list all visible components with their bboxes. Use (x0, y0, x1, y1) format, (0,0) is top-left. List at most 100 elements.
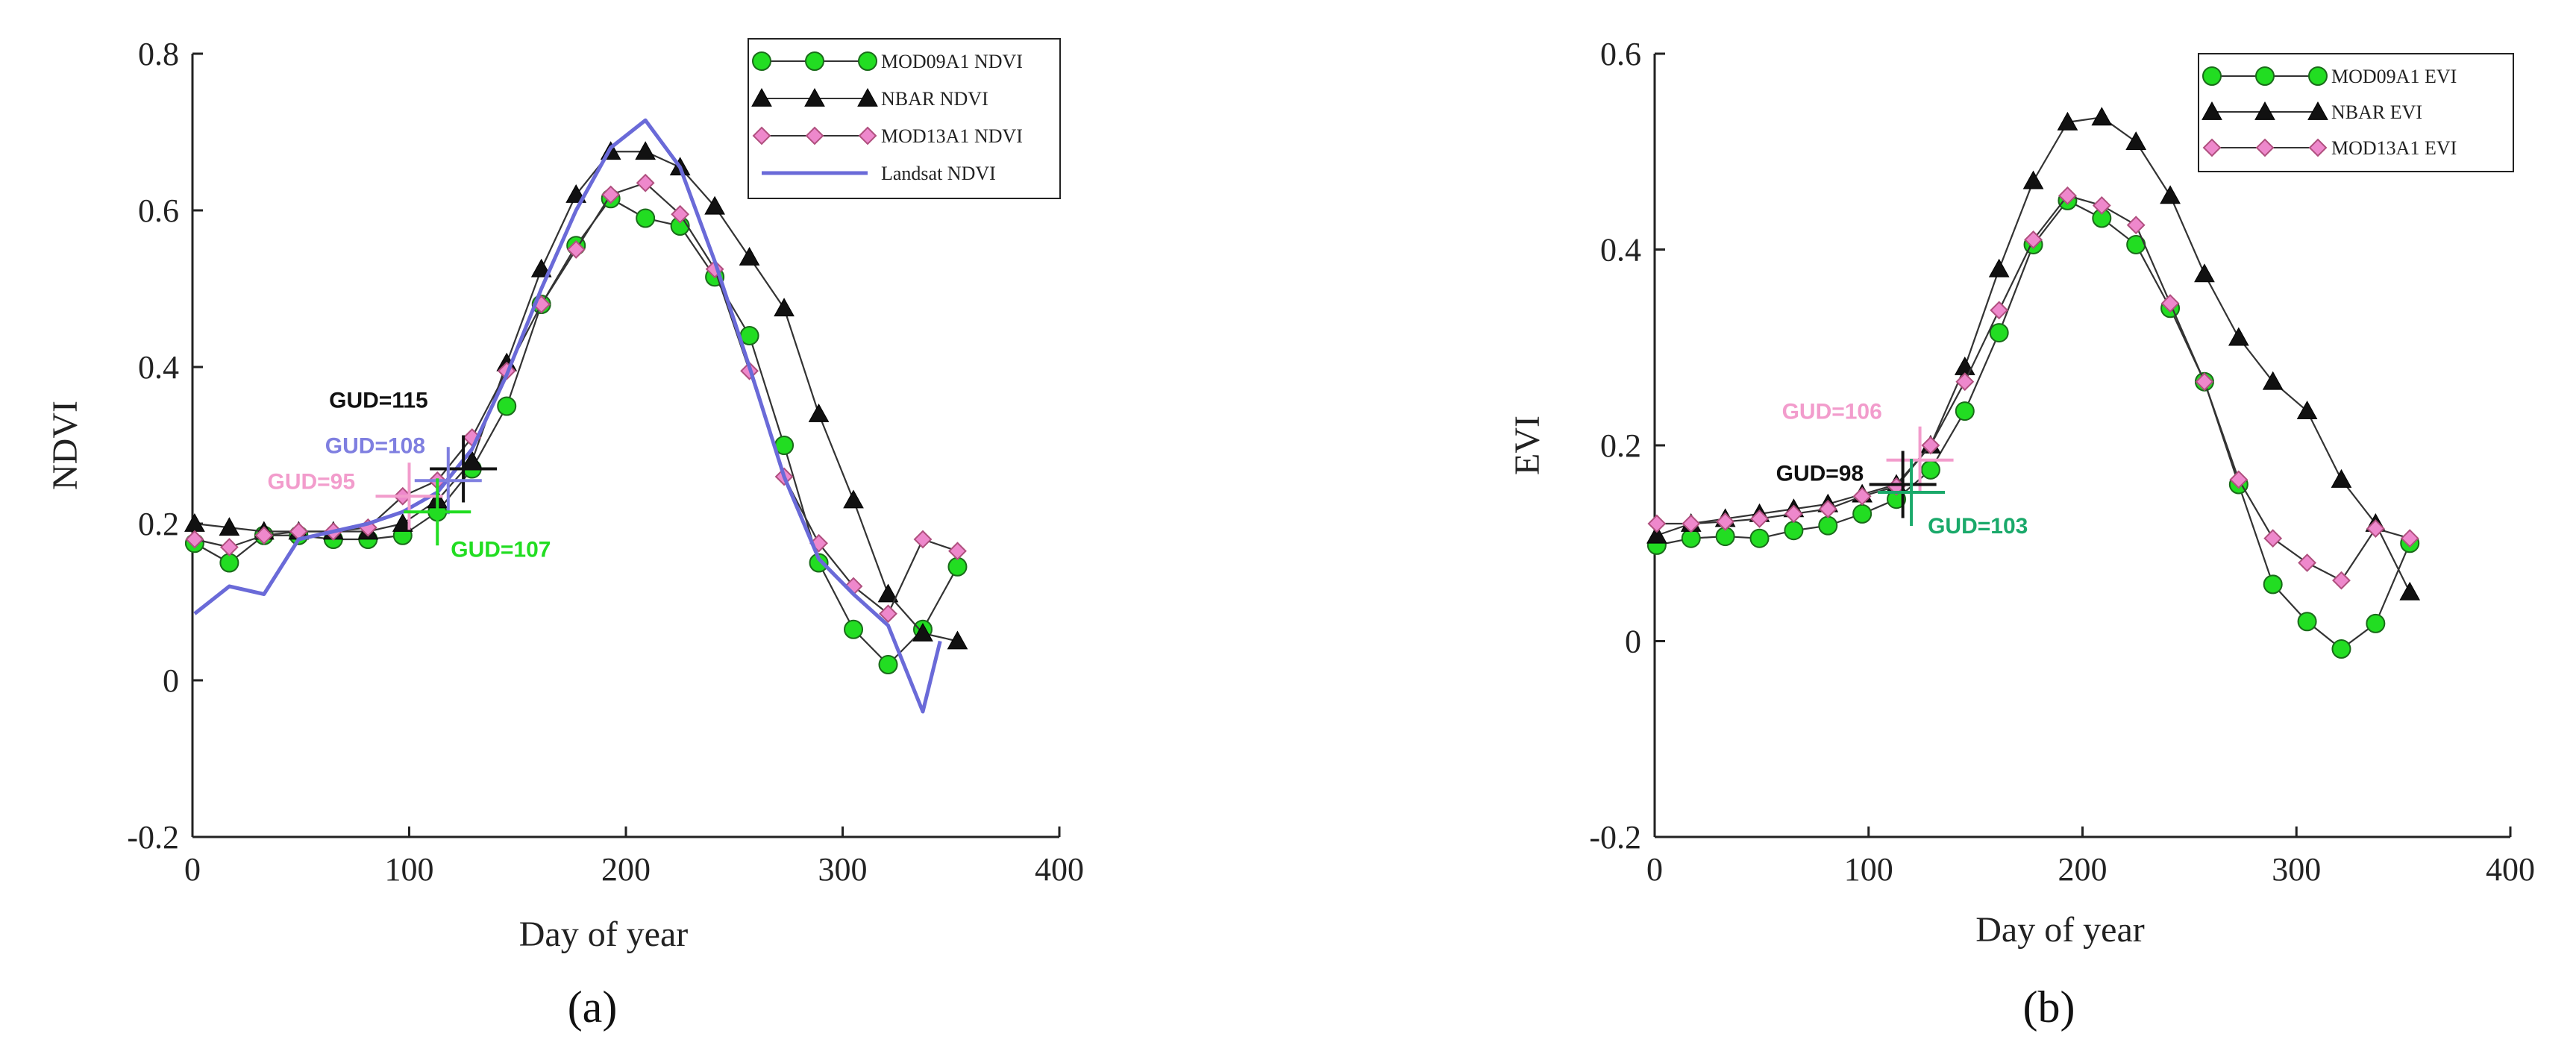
gud-label: GUD=115 (329, 389, 428, 413)
data-point (1784, 521, 1804, 541)
x-tick-label: 400 (1035, 851, 1084, 888)
legend-marker (751, 87, 772, 107)
data-point (947, 630, 968, 650)
data-point (1852, 504, 1873, 524)
data-point (2160, 185, 2181, 204)
data-point (1955, 401, 1975, 421)
panel-label: (b) (2023, 982, 2075, 1032)
gud-annotation: GUD=107 (404, 478, 551, 562)
x-tick-label: 100 (1844, 851, 1893, 888)
data-point (879, 604, 897, 624)
y-axis-title: NDVI (46, 401, 85, 490)
data-point (1955, 372, 1975, 392)
x-tick-label: 0 (1646, 851, 1663, 888)
data-point (2160, 294, 2180, 313)
data-point (878, 655, 898, 674)
legend-marker (2202, 66, 2222, 86)
data-point (2058, 186, 2077, 205)
data-point (2366, 613, 2386, 633)
data-point (1818, 499, 1837, 518)
data-point (739, 246, 760, 266)
data-point (636, 173, 655, 192)
data-point (2331, 468, 2352, 488)
legend-marker (2255, 66, 2275, 86)
y-tick-label: 0.2 (138, 506, 179, 542)
legend-label: MOD13A1 NDVI (881, 125, 1023, 147)
gud-label: GUD=106 (1782, 400, 1882, 424)
data-point (254, 526, 274, 545)
series-line (194, 151, 958, 642)
gud-annotation: GUD=95 (268, 462, 443, 530)
data-point (1750, 509, 1769, 528)
gud-annotation: GUD=103 (1878, 459, 2028, 539)
panel-label: (a) (568, 982, 618, 1032)
gud-annotation: GUD=115 (329, 389, 498, 503)
data-point (497, 396, 517, 416)
data-point (2195, 372, 2214, 392)
data-point (1716, 512, 1735, 531)
data-point (2091, 107, 2113, 126)
data-point (808, 403, 830, 422)
data-point (636, 208, 656, 228)
gud-label: GUD=108 (325, 433, 425, 458)
data-point (2057, 111, 2078, 131)
legend-label: MOD13A1 EVI (2331, 137, 2457, 159)
data-point (1646, 524, 1667, 544)
x-tick-label: 200 (2058, 851, 2108, 888)
data-point (844, 619, 864, 639)
data-point (219, 517, 240, 536)
data-point (1989, 323, 2009, 343)
data-point (2024, 230, 2043, 249)
data-point (2298, 553, 2317, 572)
series-line (194, 198, 959, 666)
legend-label: Landsat NDVI (881, 163, 996, 184)
data-point (1988, 258, 2010, 277)
series-nbar-evi (1646, 107, 2421, 600)
gud-label: GUD=98 (1776, 462, 1864, 486)
data-point (704, 195, 725, 215)
x-axis-title: Day of year (1975, 910, 2145, 950)
legend-marker (2308, 66, 2328, 86)
data-point (912, 622, 933, 642)
gud-label: GUD=107 (451, 537, 551, 562)
data-point (877, 583, 899, 603)
series-nbar-ndvi (184, 141, 968, 650)
x-tick-label: 300 (818, 851, 868, 888)
y-tick-label: 0 (1625, 624, 1641, 660)
series-landsat-ndvi (193, 118, 942, 714)
data-point (2366, 519, 2385, 538)
y-tick-label: 0 (163, 662, 179, 699)
series-line (1656, 199, 2411, 650)
legend-marker (2254, 101, 2275, 120)
data-point (671, 204, 690, 224)
data-point (219, 538, 239, 556)
data-point (2262, 371, 2284, 390)
data-point (2332, 571, 2351, 590)
data-point (1682, 514, 1701, 533)
y-axis-title: EVI (1508, 415, 1547, 475)
data-point (2022, 170, 2044, 189)
series-line (193, 118, 942, 714)
legend-marker (804, 87, 825, 107)
legend: MOD09A1 NDVI NBAR NDVI MOD13A1 NDVI Landsat… (748, 38, 1061, 199)
data-point (1647, 514, 1667, 533)
legend-marker (858, 126, 877, 145)
data-point (2092, 196, 2111, 215)
data-point (2400, 529, 2419, 548)
legend-marker (752, 51, 771, 71)
y-tick-label: 0.6 (138, 192, 179, 229)
data-point (2125, 131, 2147, 151)
x-tick-label: 300 (2272, 851, 2321, 888)
y-tick-label: -0.2 (1589, 819, 1641, 856)
legend-marker (2255, 138, 2275, 157)
series-mod13a1-ndvi (185, 173, 967, 624)
legend-marker (2202, 138, 2222, 157)
data-point (2399, 581, 2421, 600)
gud-annotation: GUD=106 (1782, 400, 1954, 494)
legend-marker (752, 126, 771, 145)
gud-label: GUD=95 (268, 469, 356, 494)
legend-marker (2307, 101, 2328, 120)
y-tick-label: 0.4 (1600, 232, 1641, 269)
